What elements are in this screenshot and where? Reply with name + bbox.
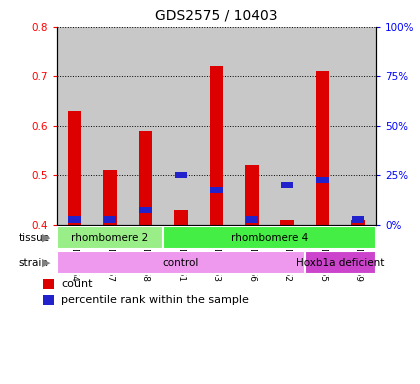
Bar [305,251,376,274]
Text: control: control [163,258,199,268]
Bar [305,27,341,225]
Bar [174,210,188,225]
Bar [175,172,187,179]
Bar [103,170,117,225]
Text: ▶: ▶ [42,258,50,268]
Bar [234,27,270,225]
Bar [210,187,223,193]
Bar [281,220,294,225]
Bar [57,27,92,225]
Bar [317,177,329,183]
Text: count: count [61,279,93,289]
Bar [210,66,223,225]
Text: rhombomere 2: rhombomere 2 [71,233,149,243]
Bar [163,27,199,225]
Bar [57,226,163,249]
Bar [139,207,152,213]
Bar [128,27,163,225]
Bar [341,27,376,225]
Bar [139,131,152,225]
Bar [352,217,365,223]
Bar [316,71,329,225]
Bar [352,220,365,225]
Text: rhombomere 4: rhombomere 4 [231,233,308,243]
Bar [68,111,81,225]
Bar [270,27,305,225]
Bar [42,279,55,289]
Text: Hoxb1a deficient: Hoxb1a deficient [296,258,385,268]
Bar [68,217,81,223]
Bar [42,295,55,305]
Title: GDS2575 / 10403: GDS2575 / 10403 [155,9,278,23]
Bar [104,217,116,223]
Text: tissue: tissue [19,233,50,243]
Bar [281,182,294,188]
Bar [246,217,258,223]
Text: ▶: ▶ [42,233,50,243]
Bar [199,27,234,225]
Bar [163,226,376,249]
Bar [57,251,305,274]
Bar [92,27,128,225]
Text: strain: strain [19,258,49,268]
Bar [245,166,258,225]
Text: percentile rank within the sample: percentile rank within the sample [61,295,249,305]
